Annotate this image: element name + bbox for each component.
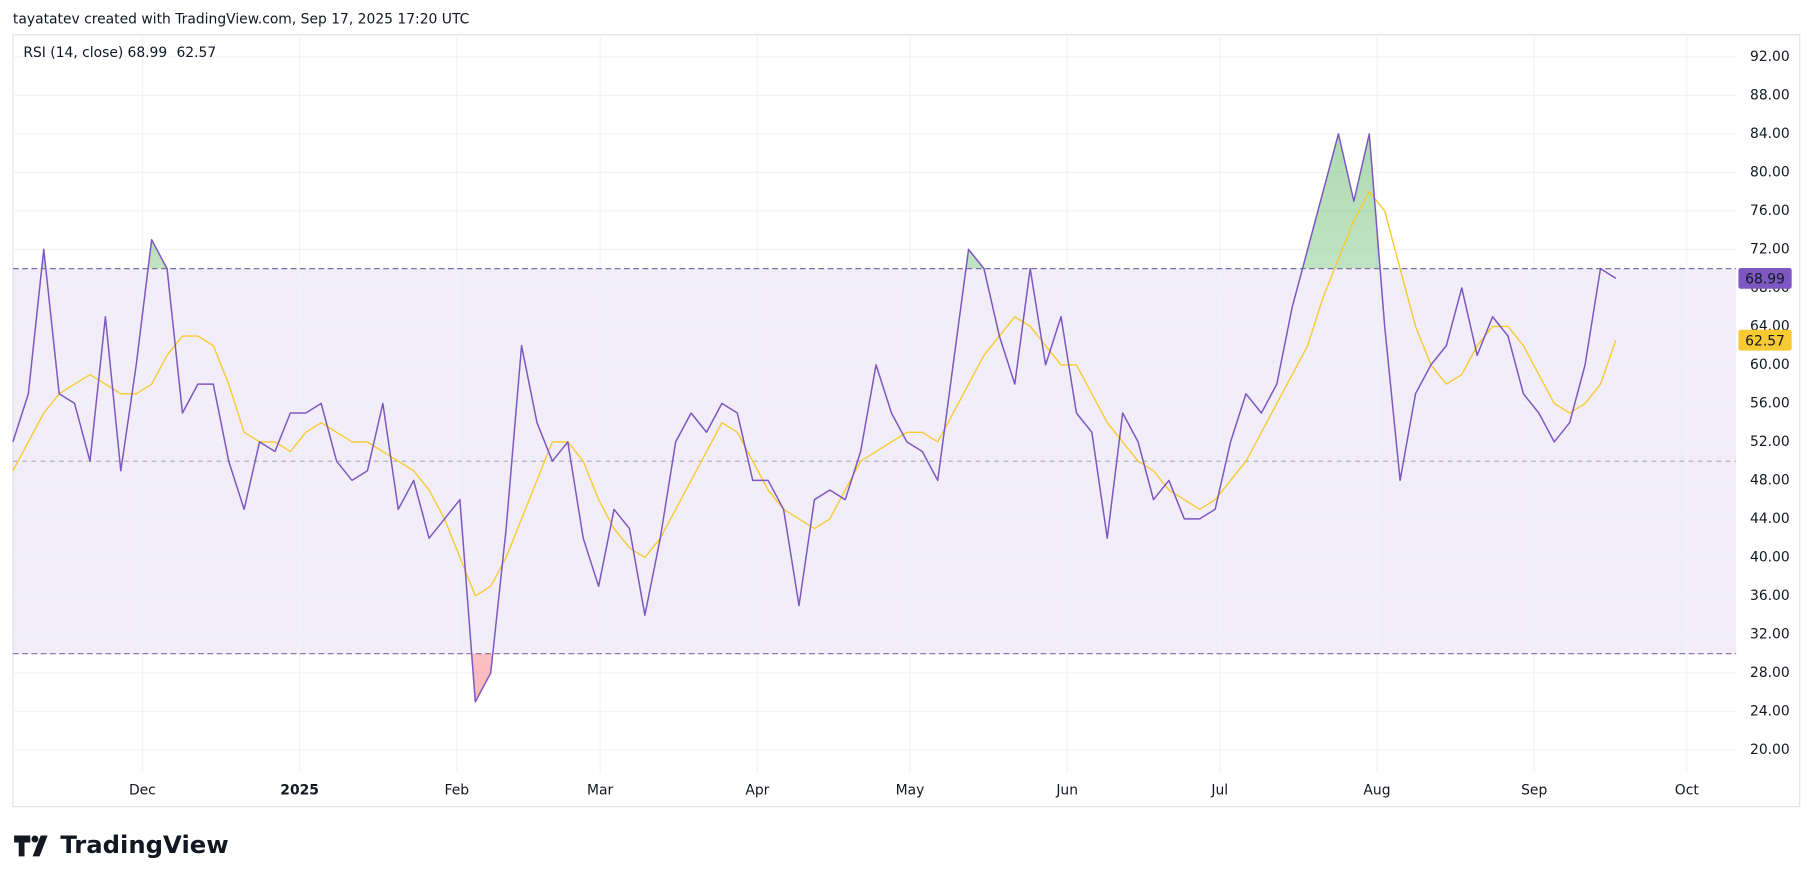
x-tick-label: Sep: [1521, 782, 1547, 798]
rsi-line: [12, 133, 1617, 703]
plot: 20.00 24.00 28.00 32.00 36.00 40.00 44.00 48.00…: [12, 34, 1792, 798]
ma-line: [12, 190, 1617, 597]
logo: TradingView: [14, 830, 229, 859]
y-tick-label: 40.00: [1750, 549, 1790, 565]
price-badge-label: 68.99: [1745, 272, 1785, 288]
price-badge: [1738, 267, 1792, 289]
x-tick-label: Aug: [1363, 782, 1390, 798]
price-badge: [1738, 329, 1792, 351]
y-tick-label: 76.00: [1750, 203, 1790, 219]
x-tick-label: Dec: [129, 782, 156, 798]
zone-fill: [471, 653, 493, 702]
y-tick-label: 36.00: [1750, 588, 1790, 604]
x-tick-label: Oct: [1675, 782, 1700, 798]
brand: TradingView: [60, 830, 228, 859]
y-tick-label: 84.00: [1750, 126, 1790, 142]
y-tick-label: 32.00: [1750, 626, 1790, 642]
legend-value: 62.57: [176, 45, 216, 61]
x-tick-label: Mar: [587, 782, 613, 798]
frame: [12, 34, 1801, 808]
y-tick-label: 44.00: [1750, 511, 1790, 527]
header: tayatatev created with TradingView.com, …: [13, 12, 469, 28]
price-badge-label: 62.57: [1745, 333, 1785, 349]
y-tick-label: 48.00: [1750, 472, 1790, 488]
y-tick-label: 52.00: [1750, 434, 1790, 450]
x-tick-label: Jun: [1055, 782, 1078, 798]
y-tick-label: 72.00: [1750, 241, 1790, 257]
y-tick-label: 60.00: [1750, 357, 1790, 373]
x-tick-label: May: [896, 782, 925, 798]
y-tick-label: 92.00: [1750, 49, 1790, 65]
x-tick-label: Jul: [1210, 782, 1228, 798]
x-tick-label: Feb: [445, 782, 470, 798]
y-tick-label: 20.00: [1750, 742, 1790, 758]
legend-value: 68.99: [127, 45, 167, 61]
legend-title: RSI (14, close): [23, 45, 123, 61]
y-tick-label: 28.00: [1750, 665, 1790, 681]
y-tick-label: 80.00: [1750, 164, 1790, 180]
y-tick-label: 24.00: [1750, 703, 1790, 719]
x-tick-label: 2025: [280, 782, 319, 798]
y-tick-label: 56.00: [1750, 395, 1790, 411]
y-tick-label: 88.00: [1750, 87, 1790, 103]
x-tick-label: Apr: [745, 782, 769, 798]
